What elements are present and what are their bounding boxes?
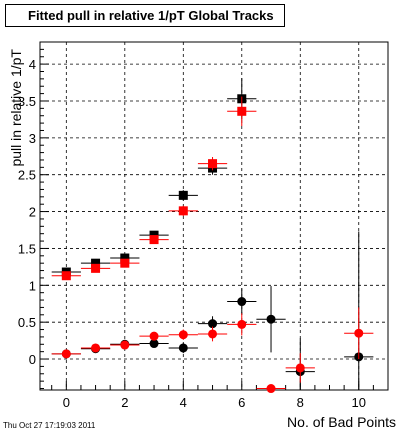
y-tick-label: 0.5 [18,315,36,330]
data-point-square [91,258,101,268]
data-point-square [120,253,130,263]
data-point-square [237,106,247,116]
grid-layer [40,42,388,390]
x-axis-label: No. of Bad Points [287,414,396,430]
data-point-circle [61,349,71,359]
x-tick-label: 8 [297,395,304,410]
data-point-circle [354,328,364,338]
data-point-circle [266,314,276,324]
data-point-circle [178,330,188,340]
plot-frame [39,41,389,391]
y-tick-label: 3.5 [18,94,36,109]
y-tick-label: 1.5 [18,241,36,256]
data-point-circle [149,331,159,341]
data-point-circle [295,363,305,373]
data-point-square [91,263,101,273]
y-axis-label: pull in relative 1/pT [8,49,24,167]
data-point-circle [208,329,218,339]
x-tick-label: 0 [63,395,70,410]
x-tick-label: 2 [121,395,128,410]
axes-layer: 0 2 4 6 8 10 0 0.5 1 1.5 2 2.5 3 3.5 4 [18,41,389,410]
data-layer [51,78,374,394]
y-tick-label: 0 [29,352,36,367]
chart-title: Fitted pull in relative 1/pT Global Trac… [5,4,285,27]
y-tick-label: 1 [29,278,36,293]
data-point-square [178,190,188,200]
x-tick-label: 6 [238,395,245,410]
data-point-square [208,159,218,169]
data-point-circle [266,384,276,394]
y-tick-label: 3 [29,131,36,146]
data-point-square [178,206,188,216]
data-point-circle [120,340,130,350]
data-point-circle [178,343,188,353]
data-point-circle [208,319,218,329]
data-point-square [149,235,159,245]
data-point-circle [149,339,159,349]
y-tick-label: 4 [29,57,36,72]
data-point-square [120,258,130,268]
data-point-circle [237,297,247,307]
y-tick-label: 2.5 [18,168,36,183]
data-point-circle [91,343,101,353]
x-tick-label: 10 [352,395,366,410]
data-point-square [61,271,71,281]
timestamp: Thu Oct 27 17:19:03 2011 [3,421,96,430]
x-tick-label: 4 [180,395,187,410]
y-tick-label: 2 [29,205,36,220]
data-point-circle [237,319,247,329]
